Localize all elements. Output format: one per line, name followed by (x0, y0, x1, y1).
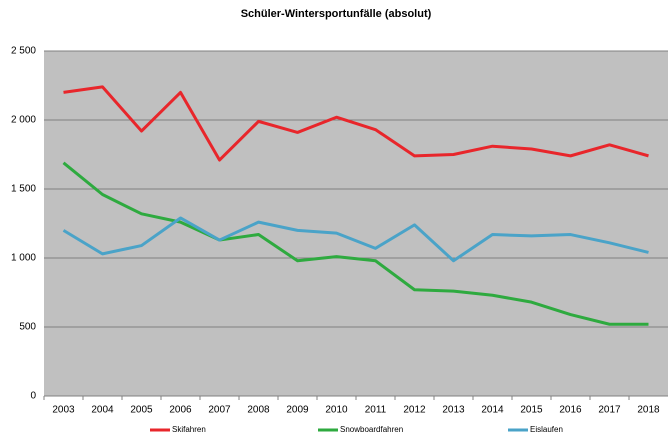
series-line (62, 161, 649, 326)
legend-label: Skifahren (172, 425, 206, 434)
x-tick-label: 2009 (286, 405, 309, 416)
x-tick-label: 2016 (559, 405, 582, 416)
x-tick-label: 2006 (169, 405, 192, 416)
x-tick-label: 2011 (365, 405, 387, 416)
series-line (62, 216, 649, 263)
x-tick-label: 2005 (130, 405, 153, 416)
plot-area (44, 51, 668, 396)
x-tick-label: 2010 (325, 405, 348, 416)
x-tick-label: 2014 (481, 405, 504, 416)
y-tick-label: 500 (19, 322, 36, 333)
y-tick-label: 2 000 (11, 115, 36, 126)
series-line (63, 85, 649, 162)
x-tick-label: 2013 (442, 405, 465, 416)
chart-title: Schüler-Wintersportunfälle (absolut) (241, 8, 432, 20)
y-tick-label: 1 500 (11, 184, 36, 195)
legend-label: Snowboardfahren (340, 425, 403, 434)
y-tick-label: 2 500 (11, 46, 36, 57)
x-tick-label: 2004 (91, 405, 114, 416)
x-tick-label: 2008 (247, 405, 270, 416)
x-tick-label: 2015 (520, 405, 543, 416)
x-tick-label: 2017 (598, 405, 621, 416)
legend-label: Eislaufen (530, 425, 563, 434)
x-tick-label: 2012 (403, 405, 426, 416)
y-tick-label: 1 000 (11, 253, 36, 264)
x-tick-label: 2003 (52, 405, 75, 416)
x-tick-label: 2007 (208, 405, 231, 416)
y-tick-label: 0 (30, 391, 36, 402)
x-tick-label: 2018 (637, 405, 660, 416)
